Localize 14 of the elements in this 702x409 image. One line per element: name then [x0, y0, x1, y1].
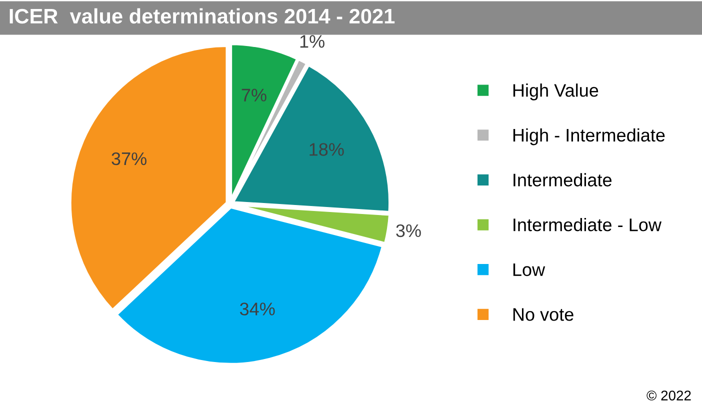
- legend-label: High Value: [513, 84, 598, 100]
- data-label: 18%: [310, 143, 344, 156]
- data-label: 37%: [112, 152, 146, 166]
- legend-label: No vote: [513, 308, 574, 321]
- data-label: 7%: [242, 88, 266, 102]
- legend-label: Low: [513, 263, 546, 276]
- chart-title: ICER value determinations 2014 - 2021: [10, 8, 395, 24]
- text: © 2022: [646, 390, 691, 400]
- data-label: 3%: [396, 224, 421, 238]
- legend-label: High - Intermediate: [513, 128, 665, 146]
- data-label: 34%: [240, 302, 275, 316]
- data-label: 1%: [300, 35, 324, 48]
- legend-label: Intermediate: [514, 173, 612, 186]
- legend-label: Intermediate - Low: [514, 218, 662, 232]
